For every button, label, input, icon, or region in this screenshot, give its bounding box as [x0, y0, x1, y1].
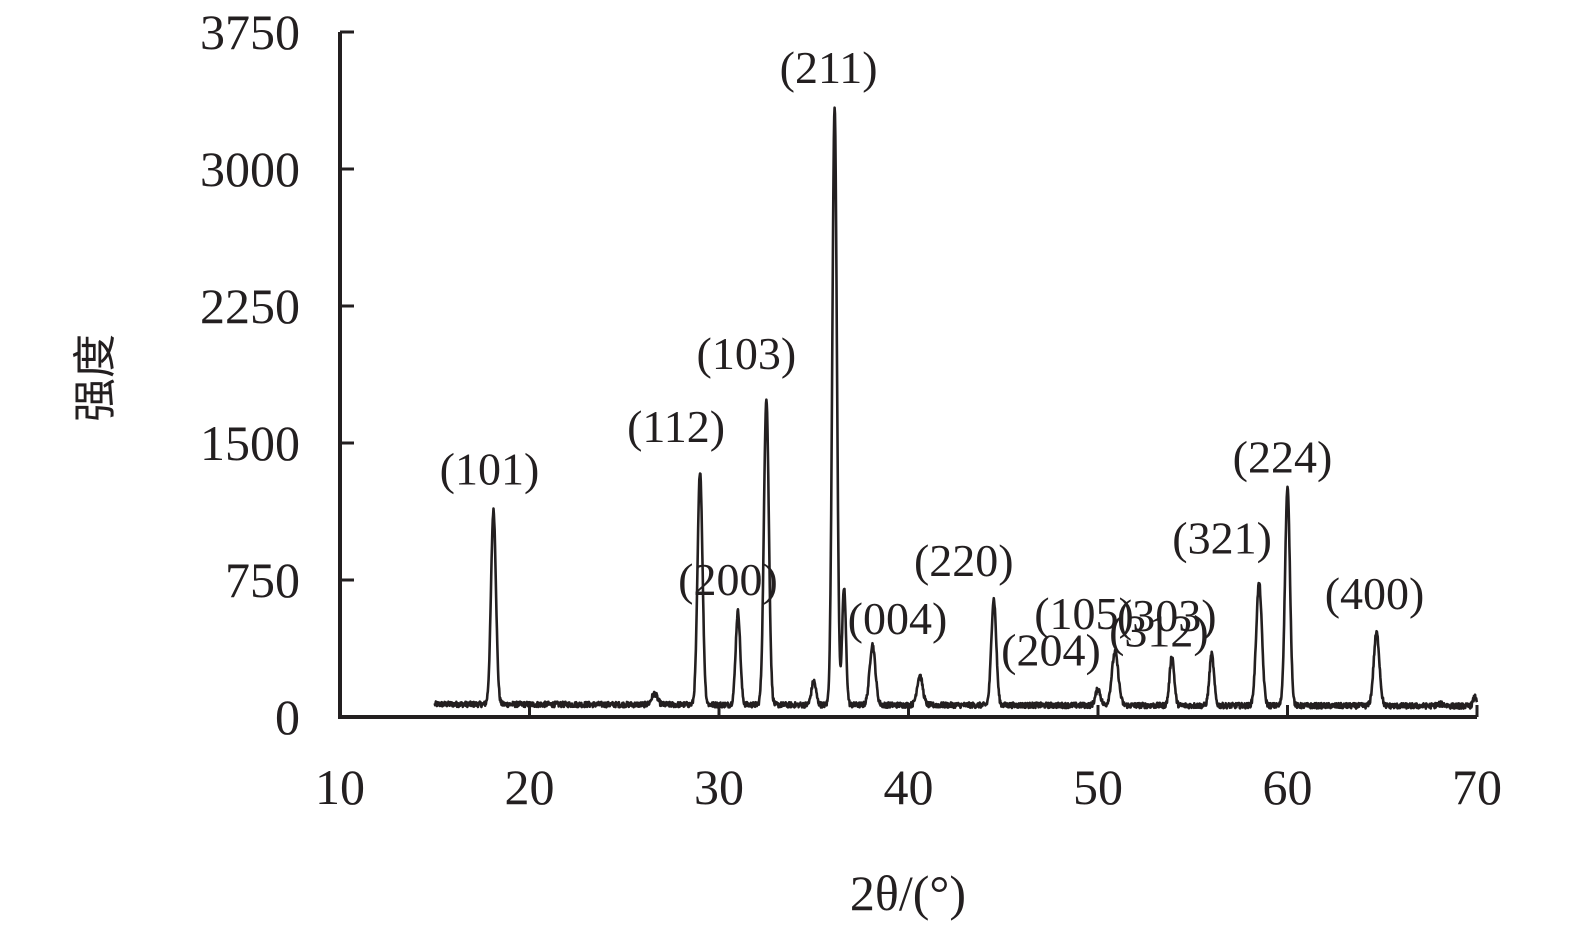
- x-tick-label: 70: [1452, 759, 1502, 815]
- peak-label: (101): [440, 443, 540, 494]
- peak-label: (303): [1117, 590, 1217, 641]
- peak-label: (112): [627, 401, 725, 452]
- peak-label: (400): [1325, 568, 1425, 619]
- x-tick-label: 60: [1263, 759, 1313, 815]
- peak-label: (220): [914, 535, 1014, 586]
- peak-label: (204): [1001, 625, 1101, 676]
- y-tick-label: 3000: [200, 141, 300, 197]
- peak-label: (211): [780, 42, 878, 93]
- peak-labels: (101) (112) (200) (103) (211) (004) (220) (204)…: [440, 42, 1425, 676]
- y-tick-label: 750: [225, 552, 300, 608]
- x-tick-label: 10: [315, 759, 365, 815]
- y-tick-label: 2250: [200, 278, 300, 334]
- x-tick-label: 30: [694, 759, 744, 815]
- peak-label: (224): [1233, 432, 1333, 483]
- axes: 0 750 1500 2250 3000 3750 10 20 30 40 50 60 70: [200, 4, 1502, 815]
- peak-label: (200): [678, 554, 778, 605]
- peak-label: (004): [848, 593, 948, 644]
- peak-label: (103): [697, 328, 797, 379]
- x-tick-label: 50: [1073, 759, 1123, 815]
- x-tick-label: 20: [505, 759, 555, 815]
- y-tick-label: 3750: [200, 4, 300, 60]
- peak-label: (312): [1109, 606, 1209, 657]
- xrd-series: [433, 106, 1479, 711]
- peak-label: (105): [1034, 588, 1134, 639]
- x-axis-title: 2θ/(°): [850, 865, 966, 921]
- peak-label: (321): [1172, 513, 1272, 564]
- y-tick-label: 1500: [200, 415, 300, 471]
- y-tick-label: 0: [275, 689, 300, 745]
- y-axis-title: 强度: [70, 334, 121, 422]
- x-tick-label: 40: [884, 759, 934, 815]
- xrd-pattern-line: [433, 106, 1479, 711]
